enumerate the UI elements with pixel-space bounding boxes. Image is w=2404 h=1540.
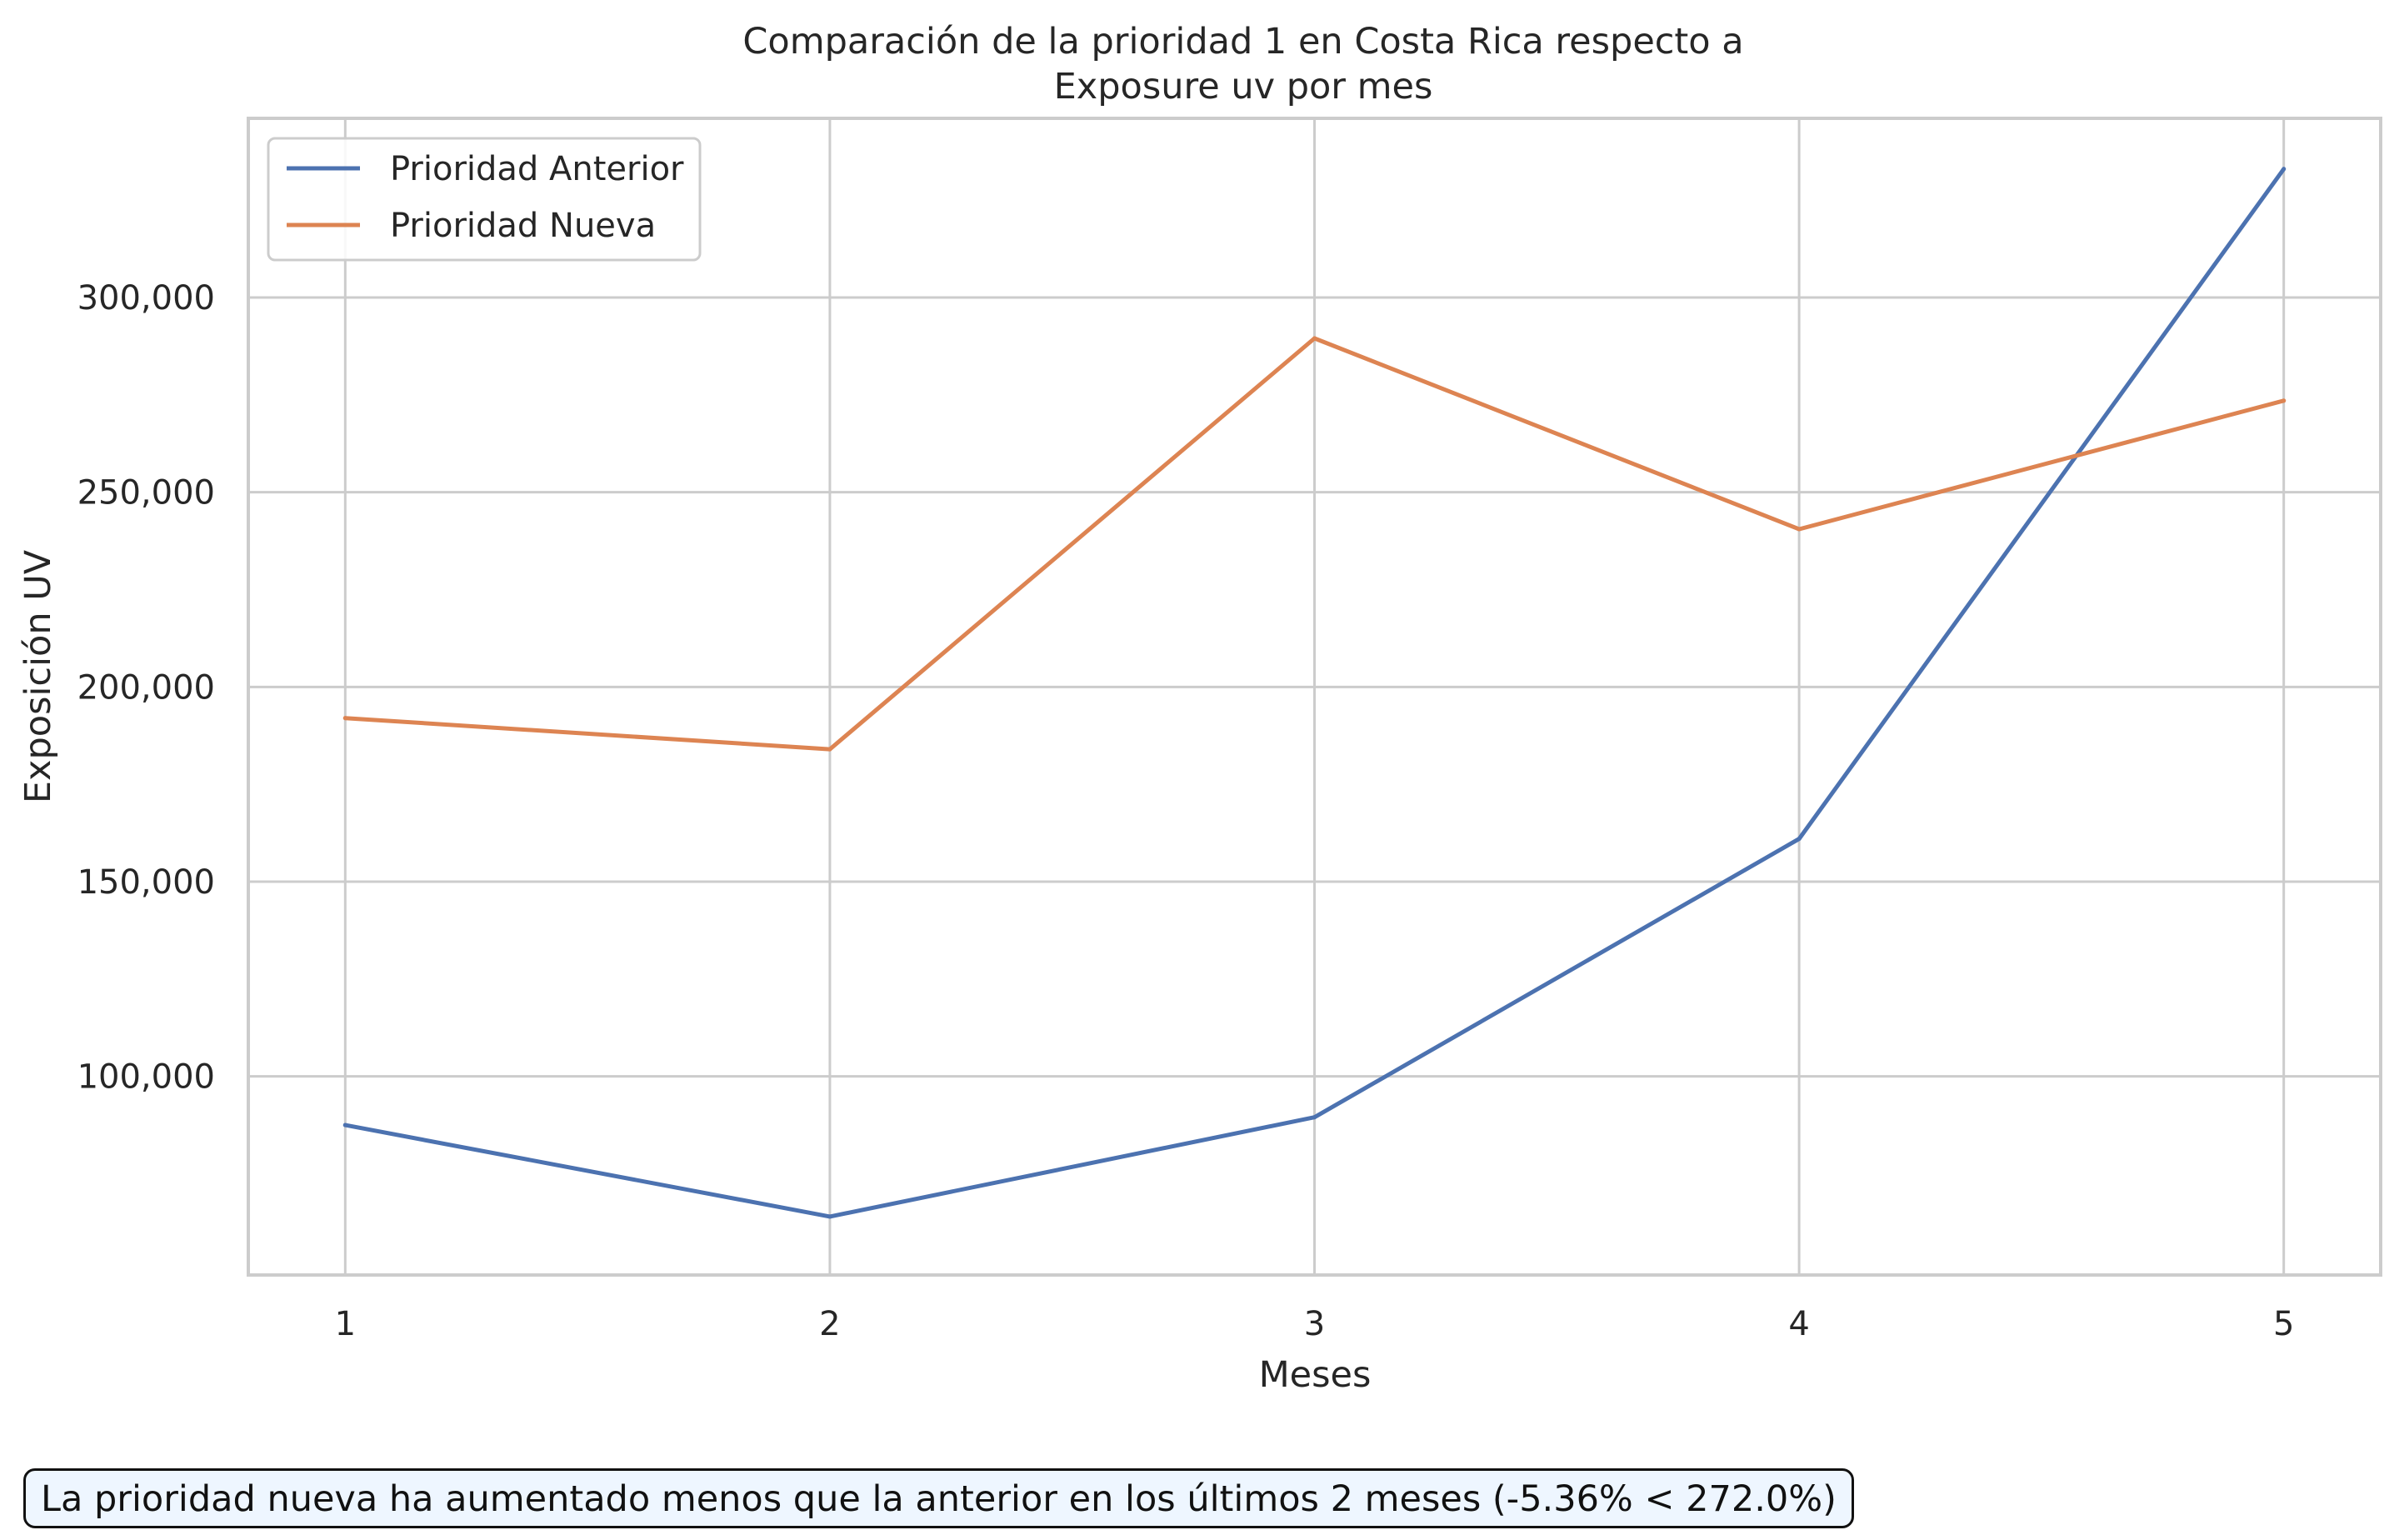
- legend-label-prioridad-nueva: Prioridad Nueva: [390, 207, 656, 245]
- x-tick-label: 1: [335, 1305, 356, 1343]
- x-tick-label: 5: [2273, 1305, 2294, 1343]
- x-tick-label: 3: [1304, 1305, 1325, 1343]
- x-tick-label: 4: [1788, 1305, 1809, 1343]
- tick-labels: 1 2 3 4 5 100,000 150,000 200,000 250,000 300,000: [77, 279, 2295, 1343]
- data-point-prioridad-anterior: [2282, 167, 2287, 172]
- legend: Prioridad Anterior Prioridad Nueva: [267, 137, 702, 262]
- plot-area-frame: [247, 117, 2382, 1277]
- x-tick-label: 2: [819, 1305, 840, 1343]
- y-tick-label: 250,000: [77, 474, 215, 512]
- series-lines: [342, 167, 2287, 1219]
- y-tick-label: 150,000: [77, 863, 215, 902]
- summary-footnote: La prioridad nueva ha aumentado menos qu…: [23, 1468, 1854, 1528]
- data-point-prioridad-nueva: [1797, 527, 1802, 532]
- y-axis-label: Exposición UV: [17, 549, 59, 803]
- y-tick-label: 200,000: [77, 668, 215, 707]
- data-point-prioridad-anterior: [1797, 837, 1802, 842]
- data-point-prioridad-anterior: [342, 1122, 347, 1128]
- grid: [248, 118, 2381, 1275]
- x-axis-label: Meses: [1259, 1354, 1372, 1396]
- data-point-prioridad-nueva: [2282, 398, 2287, 403]
- y-tick-label: 300,000: [77, 279, 215, 318]
- data-point-prioridad-nueva: [342, 716, 347, 721]
- y-tick-label: 100,000: [77, 1058, 215, 1097]
- data-point-prioridad-anterior: [827, 1214, 832, 1219]
- data-point-prioridad-anterior: [1312, 1115, 1317, 1120]
- legend-box: [267, 137, 702, 262]
- legend-label-prioridad-anterior: Prioridad Anterior: [390, 150, 684, 188]
- data-point-prioridad-nueva: [827, 747, 832, 752]
- chart-title-line-2: Exposure uv por mes: [1054, 66, 1433, 108]
- chart-title-line-1: Comparación de la prioridad 1 en Costa R…: [742, 21, 1743, 62]
- data-point-prioridad-nueva: [1312, 336, 1317, 341]
